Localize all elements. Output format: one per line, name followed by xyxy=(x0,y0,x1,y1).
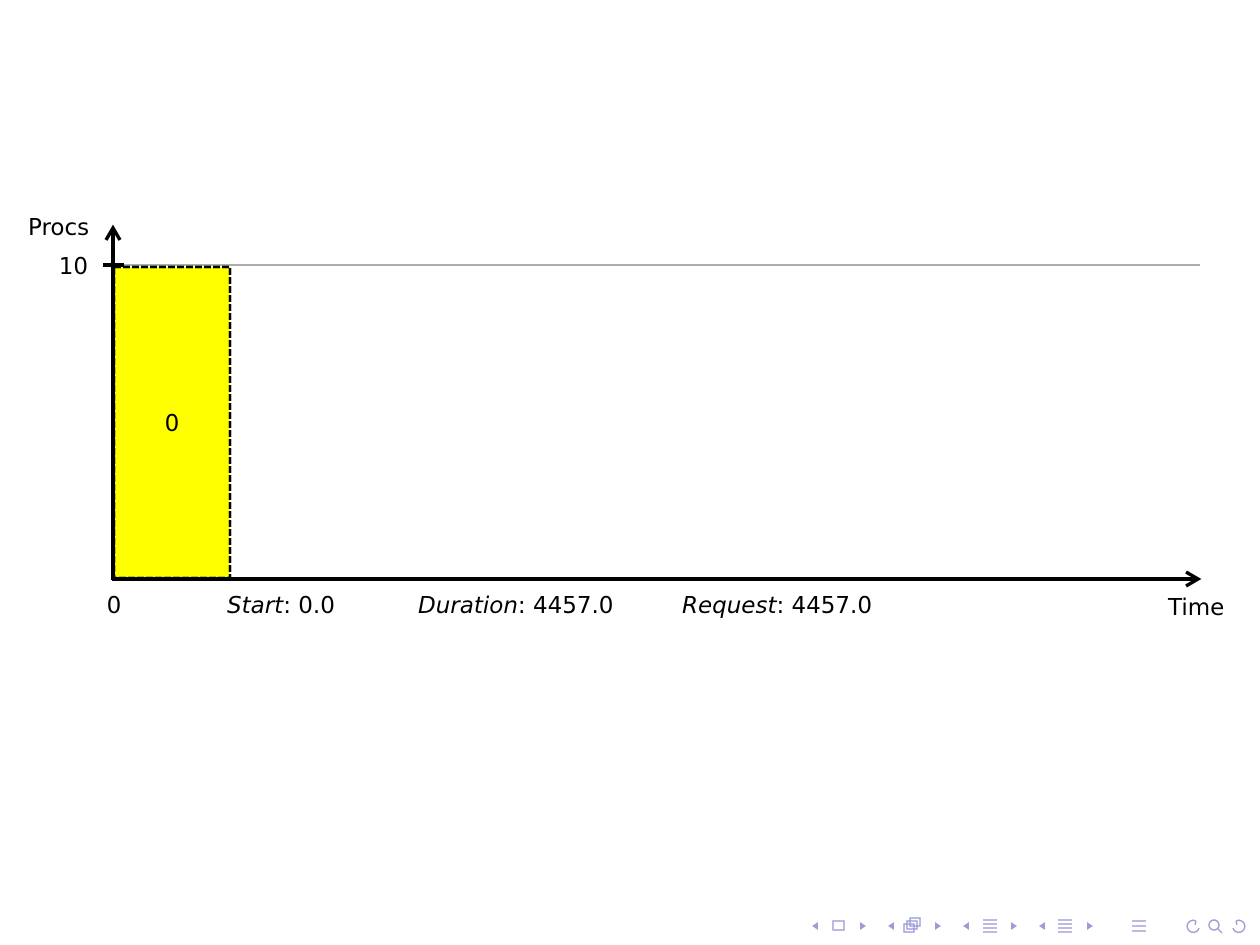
frame-icon[interactable] xyxy=(832,920,845,931)
request-value: : 4457.0 xyxy=(776,593,872,619)
y-axis-arrowhead xyxy=(104,224,122,241)
duration-value: : 4457.0 xyxy=(518,593,614,619)
job-request-info: Request: 4457.0 xyxy=(682,593,872,619)
slides-icon[interactable] xyxy=(1058,919,1072,933)
nav-right-arrow-icon[interactable] xyxy=(860,922,866,930)
job-start-info: Start: 0.0 xyxy=(227,593,335,619)
job-duration-info: Duration: 4457.0 xyxy=(418,593,613,619)
start-value: : 0.0 xyxy=(283,593,335,619)
nav-right-arrow-icon[interactable] xyxy=(1087,922,1093,930)
x-origin-label: 0 xyxy=(107,593,122,619)
nav-right-arrow-icon[interactable] xyxy=(935,922,941,930)
section-icon[interactable] xyxy=(983,919,997,933)
nav-left-arrow-icon[interactable] xyxy=(963,922,969,930)
nav-left-arrow-icon[interactable] xyxy=(812,922,818,930)
nav-left-arrow-icon[interactable] xyxy=(888,922,894,930)
align-icon[interactable] xyxy=(1132,920,1146,932)
duration-key: Duration xyxy=(418,593,518,619)
y-axis-label: Procs xyxy=(28,215,89,241)
undo-icon[interactable] xyxy=(1186,919,1200,934)
job-block xyxy=(112,265,232,580)
navigation-bar xyxy=(812,917,1246,934)
subsection-icon[interactable] xyxy=(903,917,921,933)
redo-icon[interactable] xyxy=(1232,919,1246,934)
request-key: Request xyxy=(682,593,777,619)
y-max-tick-label: 10 xyxy=(59,254,88,280)
nav-left-arrow-icon[interactable] xyxy=(1039,922,1045,930)
start-key: Start xyxy=(227,593,284,619)
x-axis-label: Time xyxy=(1167,595,1224,621)
search-icon[interactable] xyxy=(1208,919,1223,934)
x-axis-arrowhead xyxy=(1185,570,1202,588)
job-id-label: 0 xyxy=(165,411,180,437)
nav-right-arrow-icon[interactable] xyxy=(1011,922,1017,930)
